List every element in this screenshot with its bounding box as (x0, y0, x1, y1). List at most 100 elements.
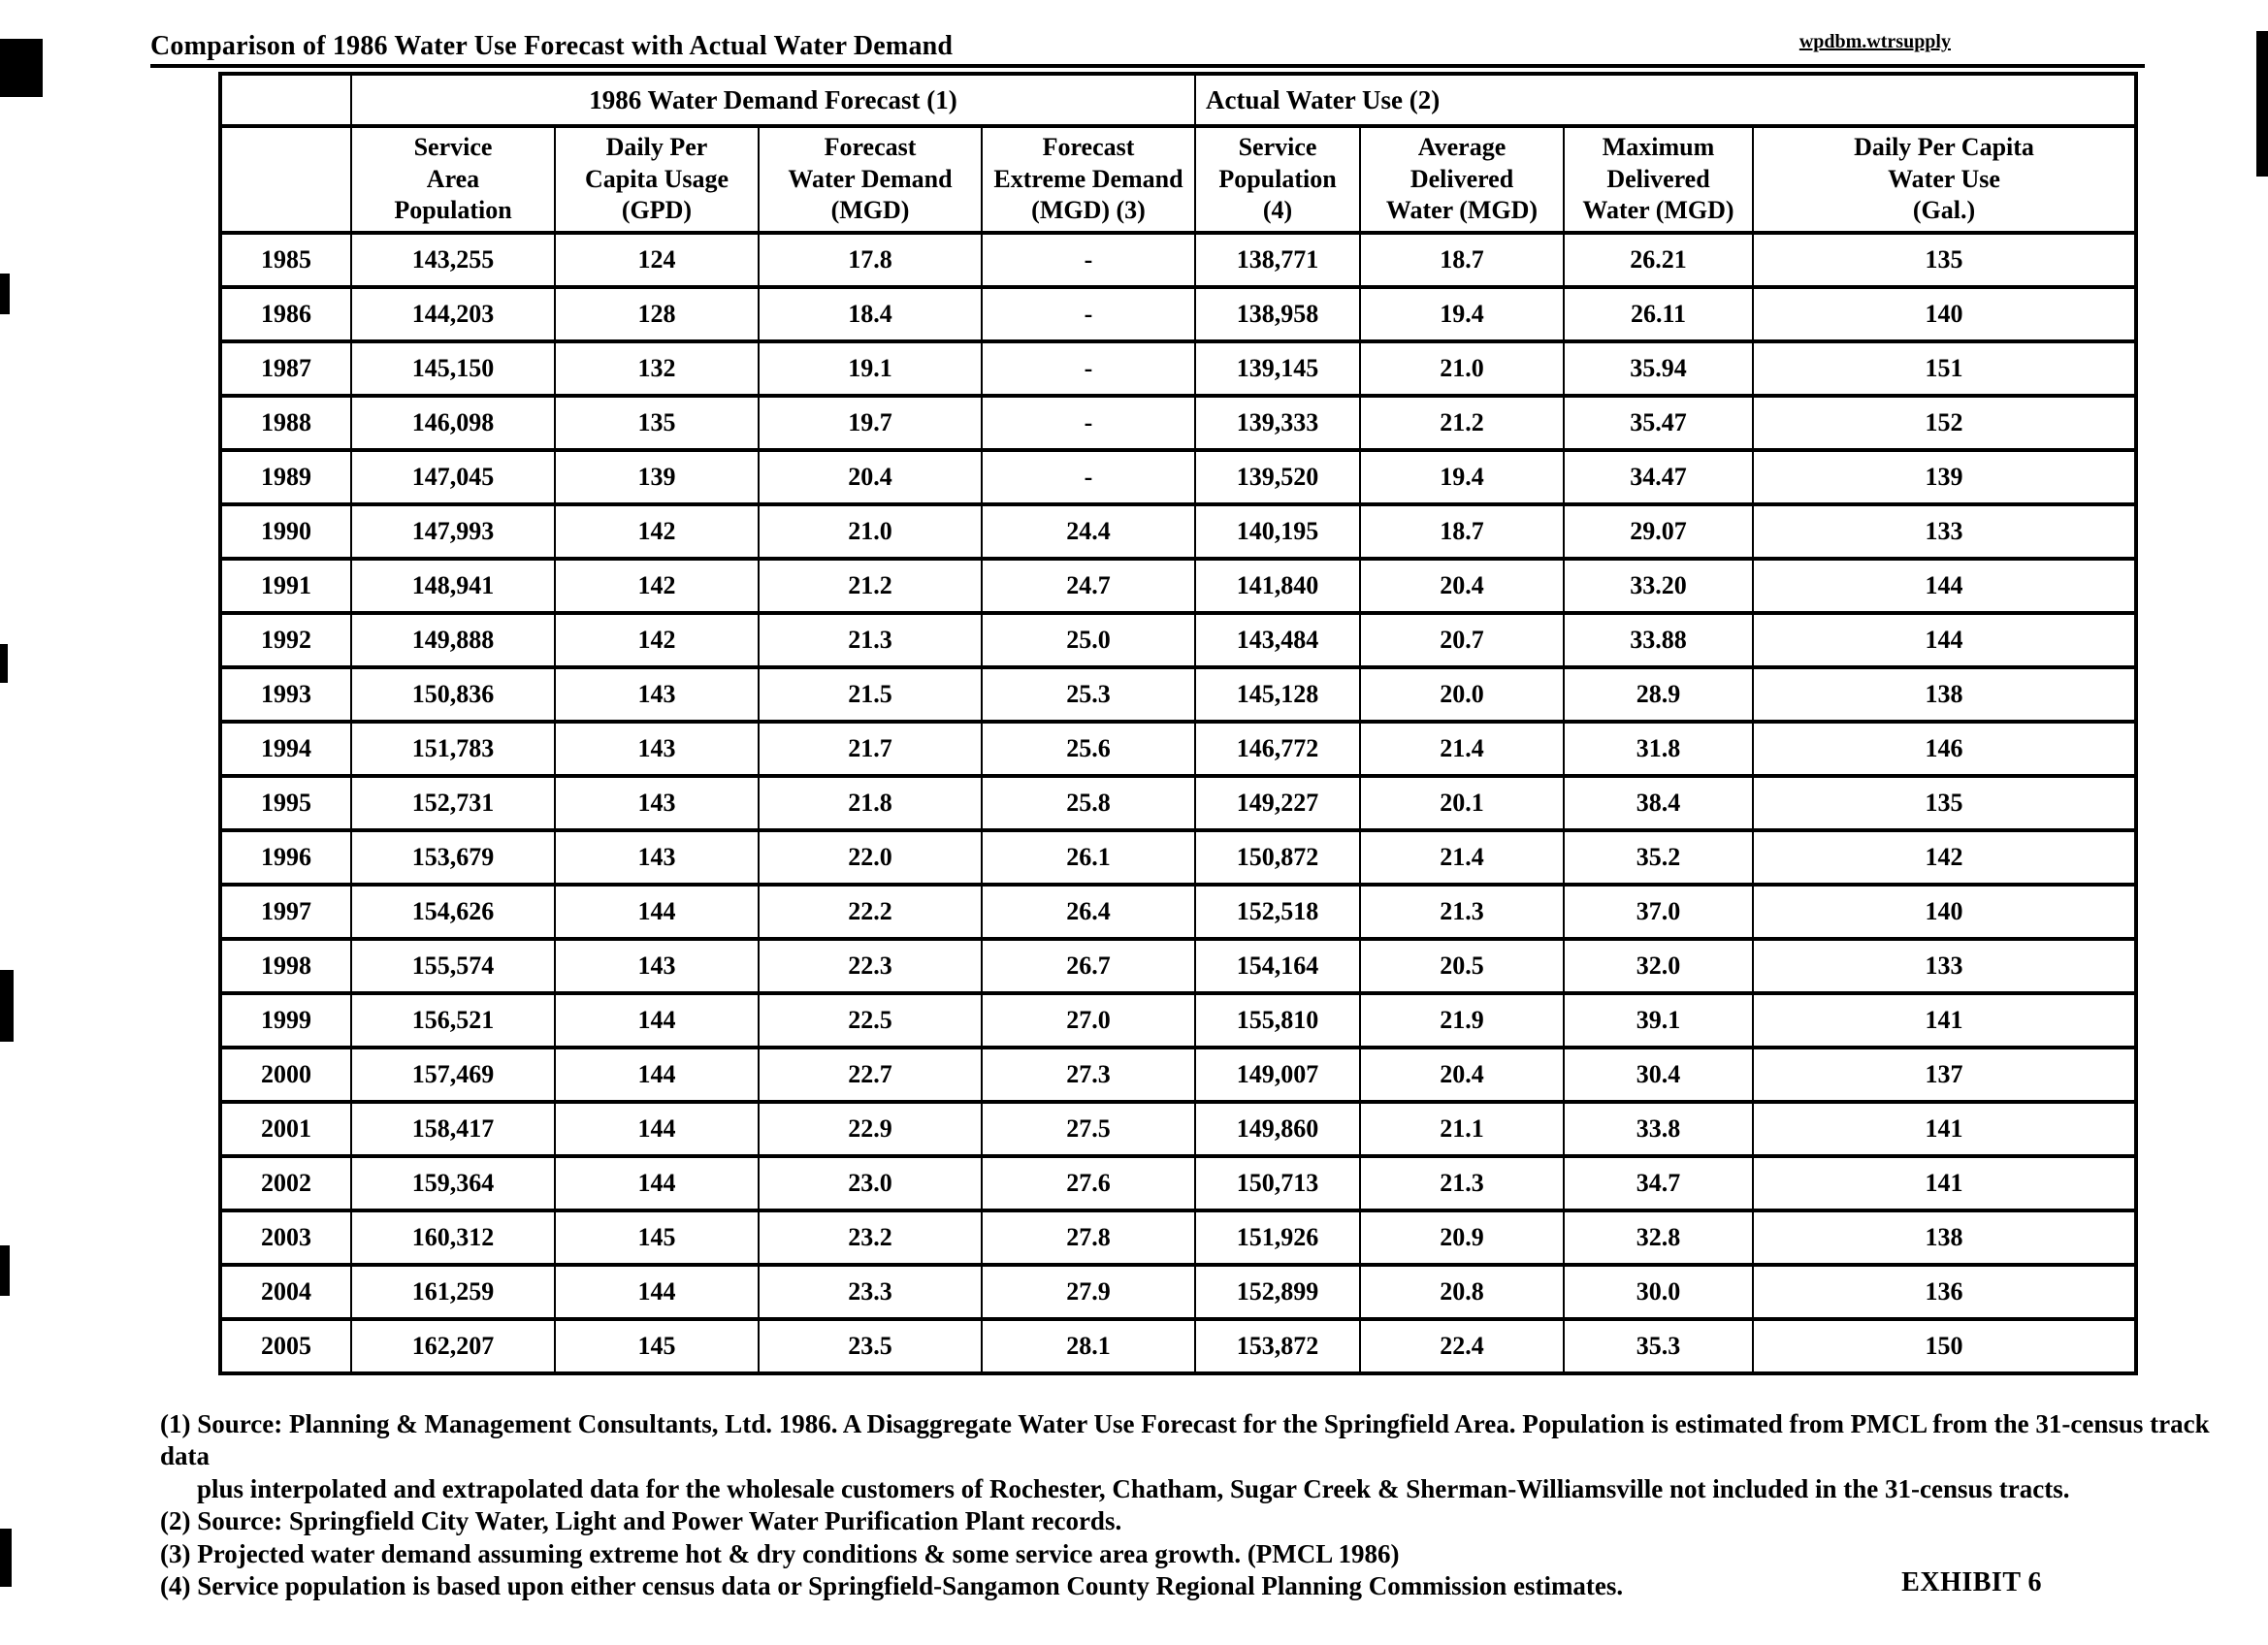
year-cell: 1991 (219, 557, 352, 615)
maximum-delivered-water-cell: 35.2 (1563, 828, 1754, 887)
service-population-cell: 153,872 (1194, 1317, 1361, 1375)
forecast-water-demand-cell: 20.4 (758, 448, 983, 506)
daily-per-capita-water-use-cell: 140 (1752, 285, 2137, 343)
year-cell: 1989 (219, 448, 352, 506)
table-row: 2000 157,469 144 22.7 27.3 149,007 20.4 … (219, 1046, 2137, 1104)
forecast-extreme-demand-cell: 27.0 (981, 991, 1196, 1049)
table-row: 1992 149,888 142 21.3 25.0 143,484 20.7 … (219, 611, 2137, 669)
daily-per-capita-usage-cell: 135 (554, 394, 760, 452)
forecast-water-demand-cell: 21.3 (758, 611, 983, 669)
average-delivered-water-cell: 21.4 (1359, 828, 1565, 887)
service-area-population-cell: 147,993 (350, 502, 556, 561)
maximum-delivered-water-cell: 30.4 (1563, 1046, 1754, 1104)
footnote-line: (3) Projected water demand assuming extr… (160, 1538, 1400, 1568)
maximum-delivered-water-cell: 39.1 (1563, 991, 1754, 1049)
year-cell: 2002 (219, 1154, 352, 1212)
service-population-cell: 151,926 (1194, 1209, 1361, 1267)
group-header-row: 1986 Water Demand Forecast (1) Actual Wa… (219, 72, 2137, 128)
forecast-extreme-demand-cell: 25.6 (981, 720, 1196, 778)
service-population-cell: 149,007 (1194, 1046, 1361, 1104)
scan-artifact (0, 1245, 10, 1296)
forecast-extreme-demand-cell: - (981, 285, 1196, 343)
forecast-extreme-demand-cell: 26.1 (981, 828, 1196, 887)
average-delivered-water-cell: 21.1 (1359, 1100, 1565, 1158)
average-delivered-water-cell: 21.3 (1359, 1154, 1565, 1212)
average-delivered-water-cell: 22.4 (1359, 1317, 1565, 1375)
daily-per-capita-water-use-cell: 142 (1752, 828, 2137, 887)
average-delivered-water-cell: 21.4 (1359, 720, 1565, 778)
forecast-water-demand-cell: 18.4 (758, 285, 983, 343)
average-delivered-water-cell: 20.4 (1359, 1046, 1565, 1104)
forecast-extreme-demand-cell: - (981, 231, 1196, 289)
forecast-extreme-demand-cell: - (981, 394, 1196, 452)
service-area-population-cell: 147,045 (350, 448, 556, 506)
year-cell: 1998 (219, 937, 352, 995)
maximum-delivered-water-cell: 33.88 (1563, 611, 1754, 669)
average-delivered-water-cell: 20.7 (1359, 611, 1565, 669)
forecast-extreme-demand-cell: - (981, 448, 1196, 506)
forecast-water-demand-cell: 22.2 (758, 883, 983, 941)
daily-per-capita-usage-cell: 143 (554, 720, 760, 778)
service-area-population-cell: 160,312 (350, 1209, 556, 1267)
maximum-delivered-water-cell: 35.94 (1563, 339, 1754, 398)
forecast-water-demand-cell: 21.0 (758, 502, 983, 561)
scan-artifact (0, 274, 10, 314)
service-population-cell: 143,484 (1194, 611, 1361, 669)
service-population-cell: 149,227 (1194, 774, 1361, 832)
column-header-maximum-delivered-water: Maximum Delivered Water (MGD) (1563, 124, 1754, 235)
service-population-cell: 145,128 (1194, 665, 1361, 724)
forecast-extreme-demand-cell: 24.4 (981, 502, 1196, 561)
table-row: 1994 151,783 143 21.7 25.6 146,772 21.4 … (219, 720, 2137, 778)
year-group-spacer (219, 72, 352, 128)
table-row: 1990 147,993 142 21.0 24.4 140,195 18.7 … (219, 502, 2137, 561)
service-population-cell: 155,810 (1194, 991, 1361, 1049)
daily-per-capita-water-use-cell: 133 (1752, 502, 2137, 561)
maximum-delivered-water-cell: 30.0 (1563, 1263, 1754, 1321)
year-cell: 1985 (219, 231, 352, 289)
maximum-delivered-water-cell: 38.4 (1563, 774, 1754, 832)
footnotes: (1) Source: Planning & Management Consul… (160, 1408, 2210, 1603)
table-row: 2005 162,207 145 23.5 28.1 153,872 22.4 … (219, 1317, 2137, 1375)
year-cell: 1996 (219, 828, 352, 887)
average-delivered-water-cell: 20.1 (1359, 774, 1565, 832)
daily-per-capita-usage-cell: 143 (554, 828, 760, 887)
maximum-delivered-water-cell: 29.07 (1563, 502, 1754, 561)
service-area-population-cell: 146,098 (350, 394, 556, 452)
year-cell: 2005 (219, 1317, 352, 1375)
forecast-water-demand-cell: 23.0 (758, 1154, 983, 1212)
daily-per-capita-water-use-cell: 144 (1752, 557, 2137, 615)
year-cell: 1986 (219, 285, 352, 343)
table-row: 1997 154,626 144 22.2 26.4 152,518 21.3 … (219, 883, 2137, 941)
column-header-average-delivered-water: Average Delivered Water (MGD) (1359, 124, 1565, 235)
column-header-daily-per-capita-water-use: Daily Per Capita Water Use (Gal.) (1752, 124, 2137, 235)
daily-per-capita-water-use-cell: 137 (1752, 1046, 2137, 1104)
daily-per-capita-usage-cell: 139 (554, 448, 760, 506)
forecast-water-demand-cell: 22.9 (758, 1100, 983, 1158)
forecast-extreme-demand-cell: 26.4 (981, 883, 1196, 941)
service-area-population-cell: 151,783 (350, 720, 556, 778)
year-cell: 2001 (219, 1100, 352, 1158)
forecast-water-demand-cell: 22.3 (758, 937, 983, 995)
column-header-forecast-water-demand: Forecast Water Demand (MGD) (758, 124, 983, 235)
service-population-cell: 150,872 (1194, 828, 1361, 887)
daily-per-capita-usage-cell: 143 (554, 937, 760, 995)
service-population-cell: 146,772 (1194, 720, 1361, 778)
forecast-extreme-demand-cell: 27.5 (981, 1100, 1196, 1158)
maximum-delivered-water-cell: 31.8 (1563, 720, 1754, 778)
daily-per-capita-water-use-cell: 135 (1752, 774, 2137, 832)
exhibit-label: EXHIBIT 6 (1901, 1567, 2042, 1597)
daily-per-capita-usage-cell: 145 (554, 1317, 760, 1375)
daily-per-capita-water-use-cell: 141 (1752, 1100, 2137, 1158)
service-population-cell: 139,520 (1194, 448, 1361, 506)
average-delivered-water-cell: 21.0 (1359, 339, 1565, 398)
maximum-delivered-water-cell: 34.7 (1563, 1154, 1754, 1212)
maximum-delivered-water-cell: 26.21 (1563, 231, 1754, 289)
forecast-water-demand-cell: 23.2 (758, 1209, 983, 1267)
service-area-population-cell: 159,364 (350, 1154, 556, 1212)
table-row: 1986 144,203 128 18.4 - 138,958 19.4 26.… (219, 285, 2137, 343)
forecast-water-demand-cell: 17.8 (758, 231, 983, 289)
service-area-population-cell: 150,836 (350, 665, 556, 724)
table-row: 1987 145,150 132 19.1 - 139,145 21.0 35.… (219, 339, 2137, 398)
year-cell: 1995 (219, 774, 352, 832)
average-delivered-water-cell: 18.7 (1359, 231, 1565, 289)
